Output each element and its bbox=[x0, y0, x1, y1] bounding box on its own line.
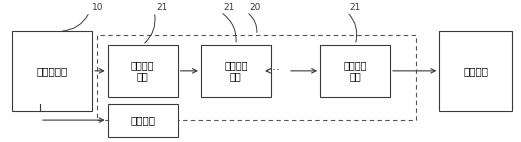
Text: 20: 20 bbox=[249, 3, 260, 12]
Bar bbox=[320, 45, 390, 97]
Text: 电压转换
模块: 电压转换 模块 bbox=[224, 60, 247, 82]
Text: 电压转换
模块: 电压转换 模块 bbox=[343, 60, 367, 82]
Text: 21: 21 bbox=[223, 3, 234, 12]
Bar bbox=[97, 35, 416, 120]
Text: 主板供电: 主板供电 bbox=[130, 115, 155, 125]
Text: 10: 10 bbox=[92, 3, 104, 12]
Bar bbox=[12, 31, 92, 110]
Bar bbox=[108, 45, 178, 97]
Bar bbox=[201, 45, 271, 97]
Text: 背光光源: 背光光源 bbox=[463, 66, 488, 76]
Bar bbox=[108, 104, 178, 136]
Bar bbox=[439, 31, 512, 110]
Text: 21: 21 bbox=[157, 3, 168, 12]
Text: 电压转换
模块: 电压转换 模块 bbox=[131, 60, 154, 82]
Text: 电源转换器: 电源转换器 bbox=[36, 66, 68, 76]
Text: 21: 21 bbox=[350, 3, 361, 12]
Text: ···: ··· bbox=[269, 64, 281, 77]
